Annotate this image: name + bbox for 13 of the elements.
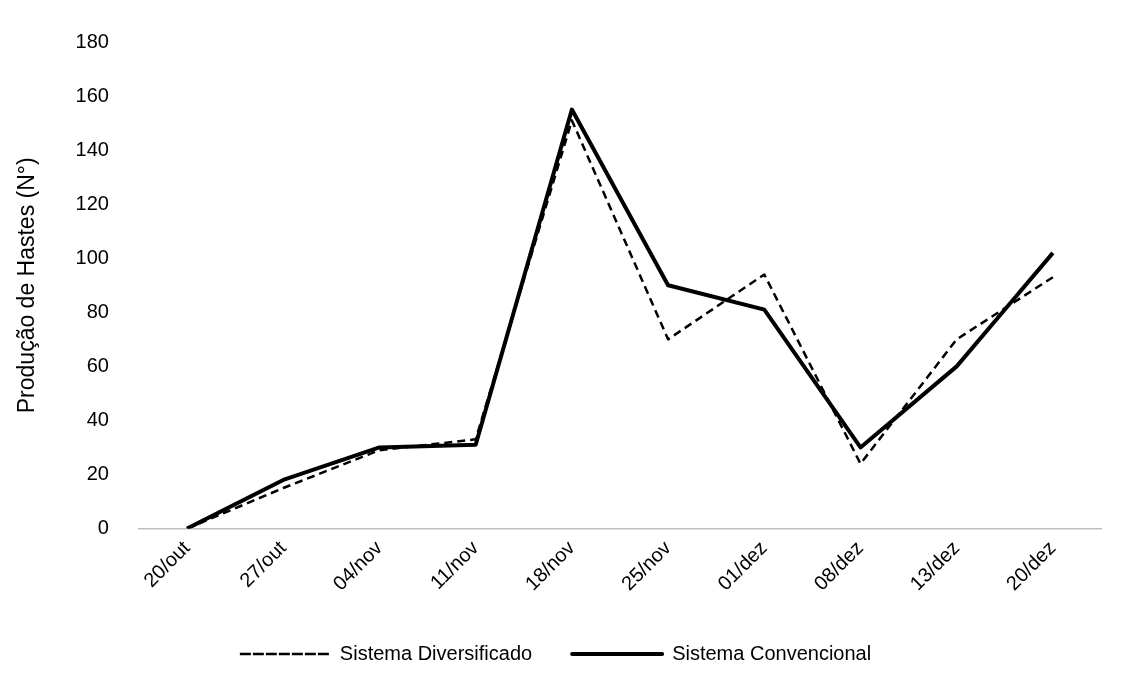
- y-tick-label: 40: [86, 407, 109, 430]
- y-tick-label: 100: [75, 245, 109, 268]
- y-tick-label: 60: [86, 353, 109, 376]
- y-tick-label: 120: [75, 191, 109, 214]
- y-tick-label: 80: [86, 299, 109, 322]
- y-tick-label: 140: [75, 137, 109, 160]
- y-tick-label: 180: [75, 29, 109, 52]
- legend-label: Sistema Diversificado: [339, 641, 533, 664]
- y-tick-label: 20: [86, 462, 109, 485]
- y-tick-label: 160: [75, 83, 109, 106]
- y-tick-label: 0: [97, 516, 109, 539]
- legend-label: Sistema Convencional: [672, 641, 872, 664]
- y-axis-title: Produção de Hastes (N°): [13, 157, 40, 414]
